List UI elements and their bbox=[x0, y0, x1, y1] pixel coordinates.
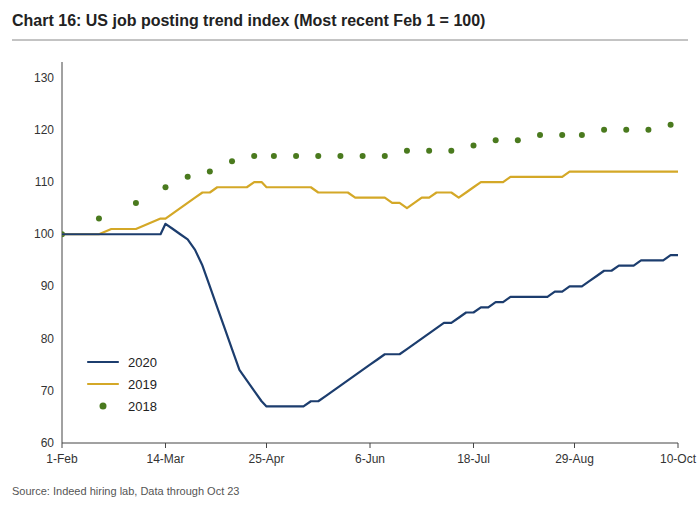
annotation: Source: Indeed hiring lab, Data through … bbox=[12, 485, 239, 497]
x-tick bbox=[678, 443, 679, 448]
x-tick bbox=[473, 443, 474, 448]
y-tick-label: 130 bbox=[34, 71, 54, 85]
series-point bbox=[668, 122, 674, 128]
series-point bbox=[470, 143, 476, 149]
x-tick bbox=[62, 443, 63, 448]
x-tick bbox=[165, 443, 166, 448]
chart-svg: Chart 16: US job posting trend index (Mo… bbox=[0, 0, 700, 505]
series-point bbox=[448, 148, 454, 154]
x-tick-label: 25-Apr bbox=[248, 452, 284, 466]
y-tick-label: 90 bbox=[41, 279, 55, 293]
series-point bbox=[426, 148, 432, 154]
series-point bbox=[559, 132, 565, 138]
series-point bbox=[293, 153, 299, 159]
axes: 1-Feb 14-Mar 25-Apr 6-Jun 18-Jul 29-Aug 10-Oct… bbox=[34, 62, 697, 466]
series-point bbox=[404, 148, 410, 154]
plot-area bbox=[62, 122, 678, 407]
y-tick-label: 110 bbox=[35, 175, 54, 189]
legend-swatch bbox=[100, 403, 107, 410]
series-point bbox=[96, 216, 102, 222]
series-point bbox=[493, 137, 499, 143]
x-tick-label: 29-Aug bbox=[555, 452, 594, 466]
series-point bbox=[315, 153, 321, 159]
x-tick bbox=[266, 443, 267, 448]
x-tick bbox=[370, 443, 371, 448]
series-point bbox=[645, 127, 651, 133]
series-point bbox=[515, 137, 521, 143]
series bbox=[62, 224, 678, 407]
series-point bbox=[360, 153, 366, 159]
series-point bbox=[337, 153, 343, 159]
title: Chart 16: US job posting trend index (Mo… bbox=[12, 12, 485, 29]
series-point bbox=[537, 132, 543, 138]
legend-swatch bbox=[88, 361, 118, 363]
legend: 2020 2019 2018 bbox=[88, 355, 157, 414]
legend-swatch bbox=[88, 383, 118, 385]
x-tick-label: 6-Jun bbox=[355, 452, 385, 466]
series-point bbox=[251, 153, 257, 159]
y-axis-line bbox=[62, 62, 63, 443]
legend-label: 2019 bbox=[128, 377, 157, 392]
series-point bbox=[207, 169, 213, 175]
x-tick-label: 1-Feb bbox=[46, 452, 78, 466]
y-tick-label: 70 bbox=[41, 384, 55, 398]
series-point bbox=[601, 127, 607, 133]
series bbox=[62, 172, 678, 235]
y-tick-label: 80 bbox=[41, 332, 55, 346]
x-tick-label: 14-Mar bbox=[146, 452, 184, 466]
x-tick-label: 10-Oct bbox=[660, 452, 697, 466]
series-point bbox=[271, 153, 277, 159]
series-point bbox=[623, 127, 629, 133]
y-tick-label: 120 bbox=[34, 123, 54, 137]
series-point bbox=[229, 158, 235, 164]
x-tick bbox=[574, 443, 575, 448]
series-line bbox=[62, 172, 678, 235]
series-point bbox=[185, 174, 191, 180]
series-line bbox=[62, 224, 678, 407]
title-divider bbox=[12, 40, 688, 41]
series-point bbox=[382, 153, 388, 159]
y-tick-label: 60 bbox=[41, 436, 55, 450]
x-tick-label: 18-Jul bbox=[457, 452, 490, 466]
series bbox=[62, 122, 674, 238]
series-point bbox=[133, 200, 139, 206]
legend-label: 2020 bbox=[128, 355, 157, 370]
y-tick-label: 100 bbox=[34, 227, 54, 241]
series-point bbox=[162, 184, 168, 190]
series-point bbox=[579, 132, 585, 138]
chart-container: Chart 16: US job posting trend index (Mo… bbox=[0, 0, 700, 505]
legend-label: 2018 bbox=[128, 399, 157, 414]
